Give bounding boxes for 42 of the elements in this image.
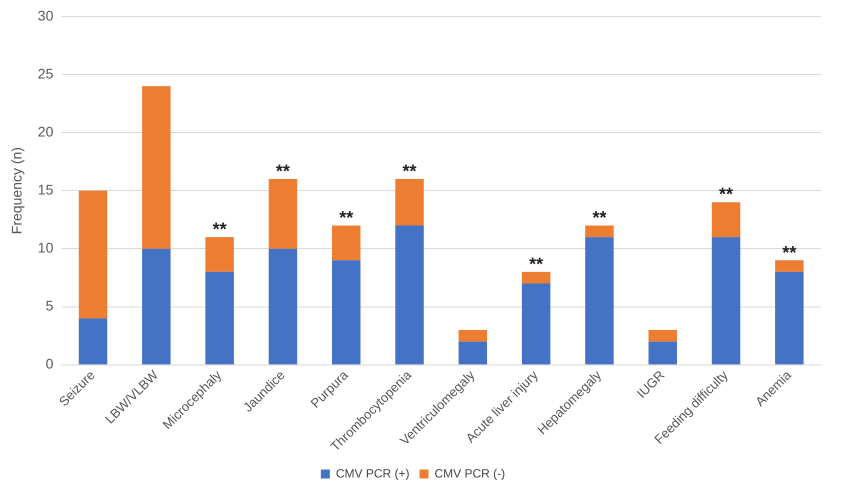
bar [268,179,298,249]
bar [78,318,108,364]
bar [458,330,488,342]
annotation: ** [402,160,417,181]
annotation: ** [592,207,606,228]
annotation: ** [212,219,227,240]
bar [585,237,614,364]
y-tick-label: 5 [46,298,54,314]
bar [395,225,424,364]
legend-label: CMV PCR (+) [336,466,410,480]
bar [522,272,550,284]
bar [775,272,804,364]
bar [78,190,108,318]
annotation: ** [529,254,544,274]
bar [585,225,614,238]
bar [332,260,360,364]
bar [395,179,424,226]
bar [522,284,550,364]
bar [712,202,740,238]
bar [142,86,171,249]
legend-label: CMV PCR (-) [434,466,506,480]
y-tick-label: 10 [38,240,54,256]
y-tick-label: 0 [46,356,54,372]
y-axis-title: Frequency (n) [8,147,24,234]
y-tick-label: 25 [38,65,54,82]
bar [205,237,234,272]
bar [458,342,488,364]
bar [712,237,740,364]
annotation: ** [276,160,290,181]
bar [142,248,171,364]
annotation: ** [719,184,734,204]
y-tick-label: 15 [38,181,54,198]
bar [648,330,677,342]
bar [648,342,677,364]
annotation: ** [339,207,354,228]
y-tick-label: 20 [38,123,54,140]
bar [268,248,298,364]
bar [332,225,360,260]
y-tick-label: 30 [38,7,54,24]
bar [205,272,234,364]
bar [775,260,804,272]
annotation: ** [782,242,796,262]
